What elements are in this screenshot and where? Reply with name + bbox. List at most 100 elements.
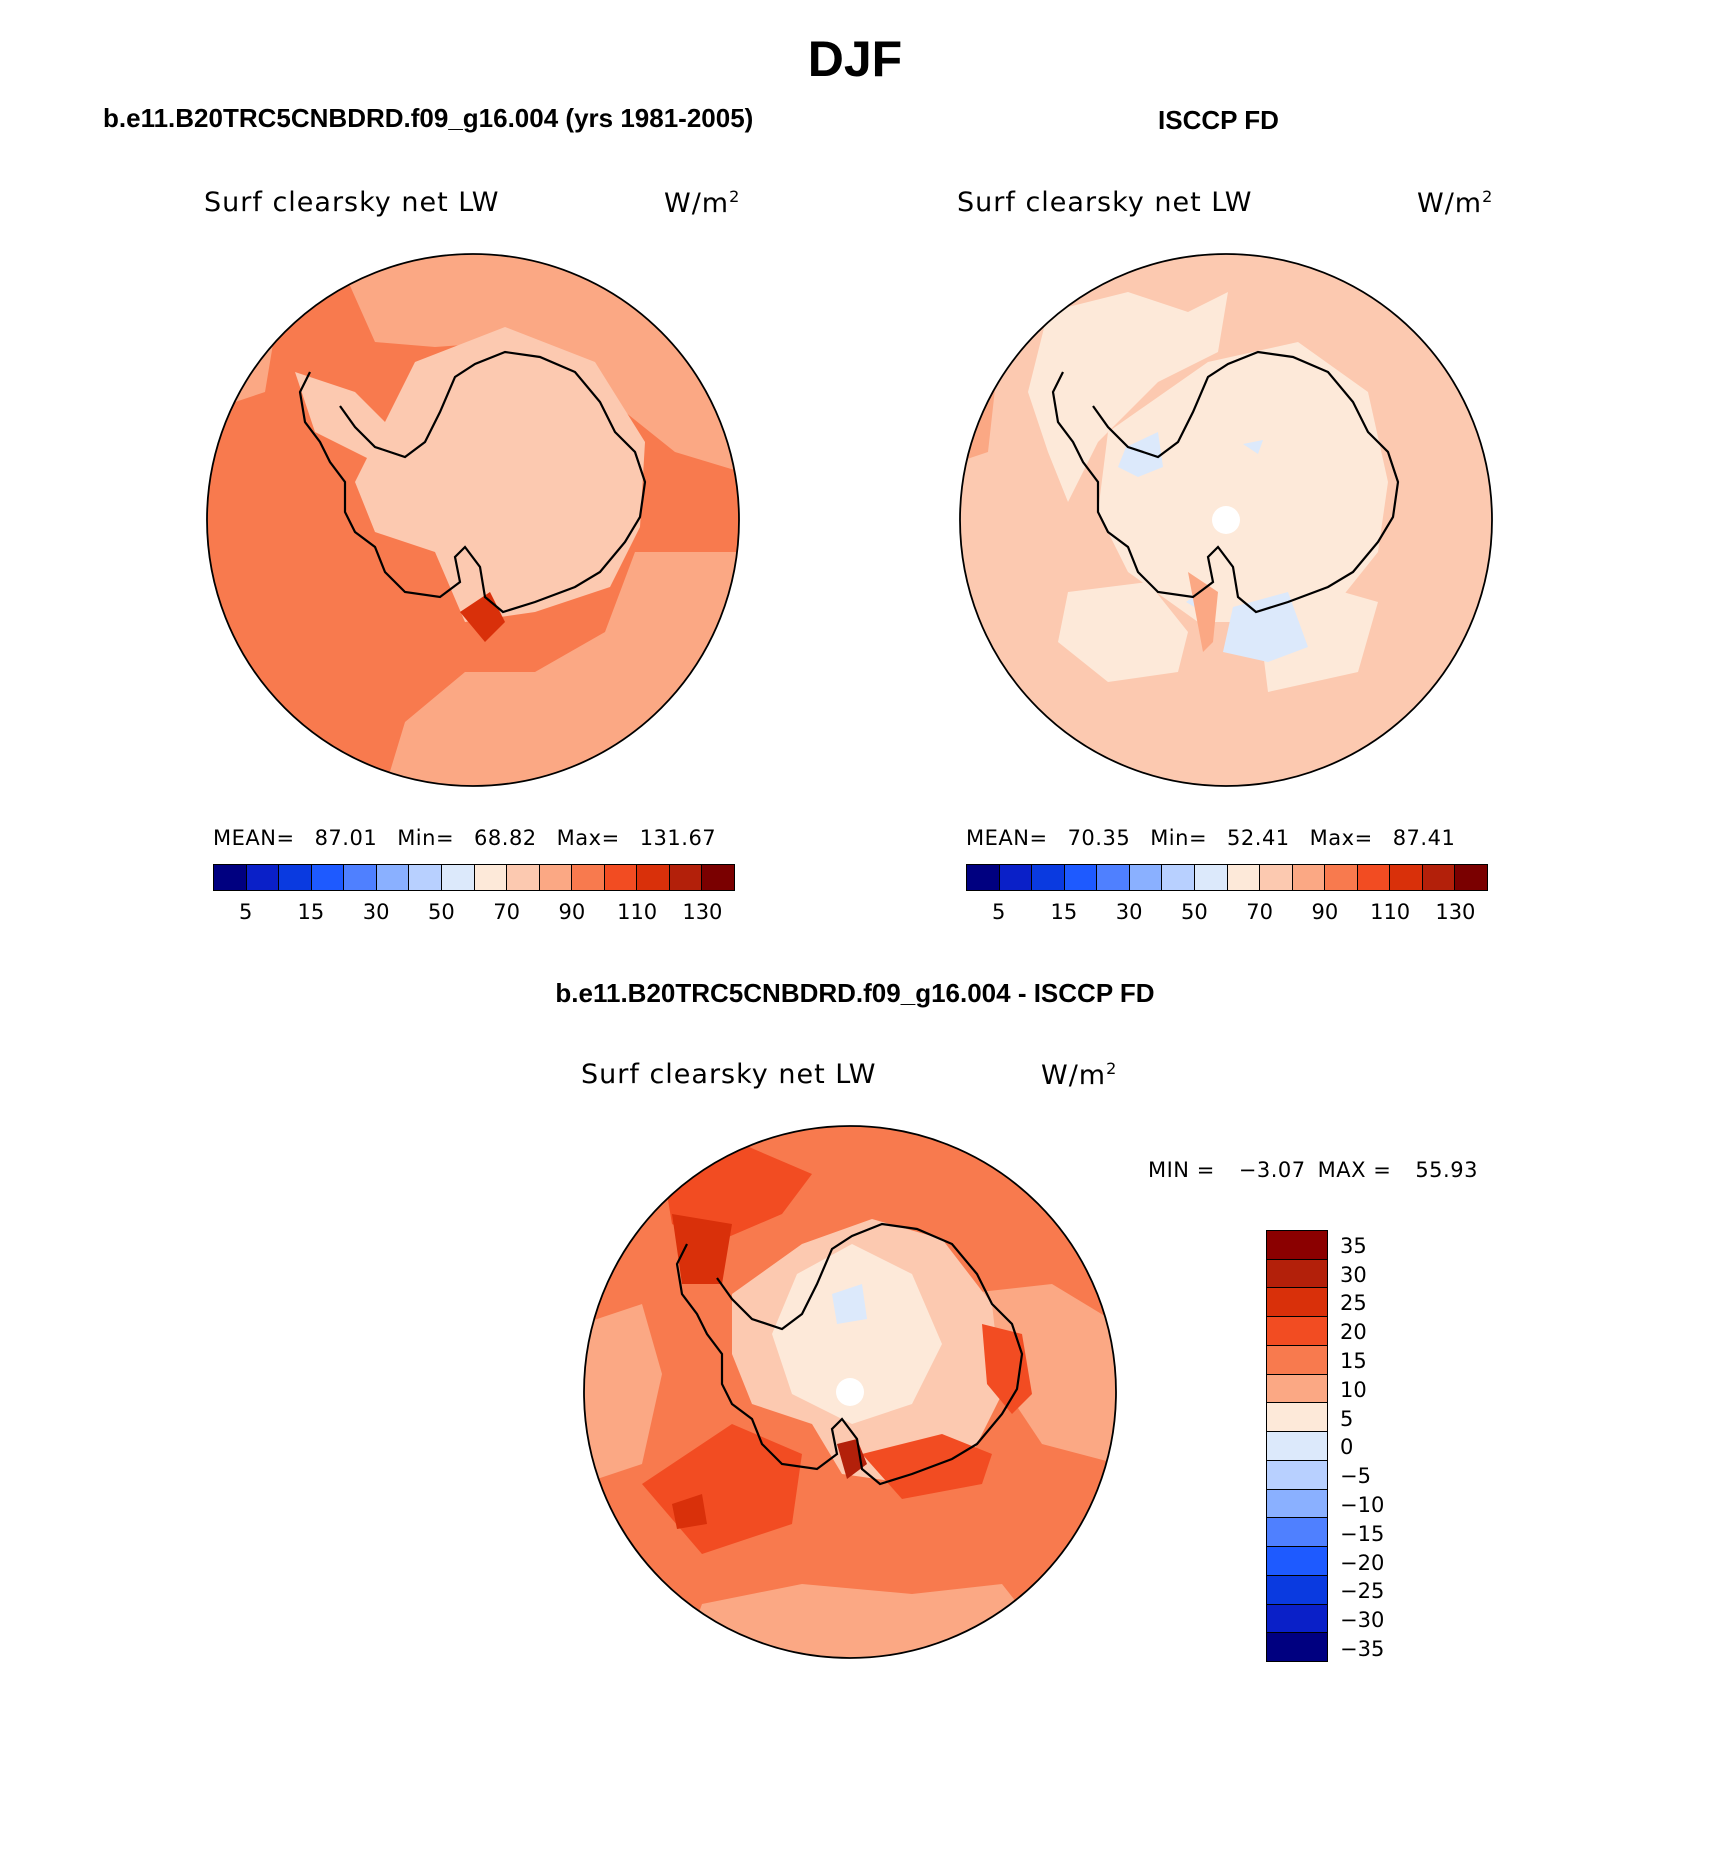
map-fill-region — [672, 1494, 707, 1529]
colorbar-cell — [214, 865, 247, 890]
diff-colorbar-ticks: 35 30 25 20 15 10 5 0 −5 −10 −15 −20 −25 −30 −35 — [1340, 1230, 1420, 1662]
map-fill-region — [832, 1284, 867, 1324]
model-variable-label: Surf clearsky net LW — [204, 187, 500, 218]
colorbar-cell — [1194, 865, 1228, 890]
obs-polar-map — [959, 253, 1493, 787]
colorbar-cell — [1267, 1489, 1327, 1519]
diff-variable-label: Surf clearsky net LW — [581, 1059, 877, 1090]
colorbar-cell — [1357, 865, 1391, 890]
diff-polar-map — [583, 1125, 1117, 1659]
map-fill-region — [1098, 342, 1388, 622]
colorbar-cell — [246, 865, 280, 890]
diff-colorbar — [1266, 1230, 1328, 1662]
antarctica-coastline — [675, 1222, 1024, 1486]
colorbar-cell — [1097, 865, 1130, 890]
colorbar-tick-label: −30 — [1340, 1608, 1385, 1633]
colorbar-tick-label: 35 — [1340, 1233, 1367, 1258]
colorbar-tick-label: 90 — [558, 900, 586, 924]
colorbar-cell — [1267, 1403, 1327, 1433]
colorbar-cell — [1267, 1547, 1327, 1576]
obs-colorbar — [966, 864, 1488, 891]
colorbar-tick-label: 30 — [1340, 1262, 1367, 1287]
obs-stats: MEAN= 70.35 Min= 52.41 Max= 87.41 — [966, 826, 1456, 850]
colorbar-tick-label: 5 — [238, 900, 253, 924]
colorbar-cell — [279, 865, 312, 890]
obs-colorbar-ticks: 5 15 30 50 70 90 110 130 — [966, 900, 1488, 926]
model-colorbar — [213, 864, 735, 891]
colorbar-cell — [702, 865, 734, 890]
colorbar-tick-label: 10 — [1340, 1377, 1367, 1402]
colorbar-cell — [1267, 1460, 1327, 1490]
colorbar-cell — [1267, 1259, 1327, 1289]
colorbar-cell — [344, 865, 377, 890]
colorbar-cell — [1267, 1604, 1327, 1634]
colorbar-tick-label: 50 — [428, 900, 455, 924]
colorbar-tick-label: 110 — [617, 900, 658, 924]
colorbar-tick-label: 30 — [1115, 900, 1143, 924]
map-fill-region — [1188, 572, 1218, 652]
colorbar-tick-label: 130 — [682, 900, 723, 924]
colorbar-tick-label: 15 — [297, 900, 325, 924]
colorbar-cell — [1032, 865, 1065, 890]
colorbar-cell — [1267, 1633, 1327, 1662]
map-fill-region — [1223, 592, 1308, 662]
colorbar-cell — [1267, 1518, 1327, 1548]
colorbar-cell — [474, 865, 508, 890]
colorbar-cell — [967, 865, 1000, 890]
colorbar-cell — [507, 865, 540, 890]
colorbar-cell — [1162, 865, 1195, 890]
colorbar-cell — [441, 865, 475, 890]
diff-panel-title: b.e11.B20TRC5CNBDRD.f09_g16.004 - ISCCP … — [555, 978, 1155, 1008]
colorbar-tick-label: 70 — [1246, 900, 1273, 924]
map-fill-region — [1118, 432, 1163, 477]
colorbar-cell — [1422, 865, 1456, 890]
diff-min-max: MIN = −3.07 MAX = 55.93 — [1148, 1158, 1478, 1182]
colorbar-tick-label: 0 — [1340, 1435, 1354, 1460]
colorbar-tick-label: 15 — [1340, 1349, 1367, 1374]
colorbar-tick-label: 15 — [1050, 900, 1078, 924]
colorbar-cell — [409, 865, 442, 890]
colorbar-cell — [1390, 865, 1423, 890]
colorbar-tick-label: −10 — [1340, 1493, 1385, 1518]
colorbar-cell — [1267, 1432, 1327, 1461]
obs-panel-title: ISCCP FD — [1158, 105, 1279, 135]
colorbar-cell — [1267, 1231, 1327, 1260]
obs-units-label: W/m2 — [1417, 187, 1494, 219]
model-units-label: W/m2 — [664, 187, 741, 219]
colorbar-cell — [669, 865, 703, 890]
map-fill-region — [862, 1434, 992, 1499]
colorbar-tick-label: 25 — [1340, 1291, 1367, 1316]
colorbar-tick-label: 5 — [1340, 1406, 1354, 1431]
page-title: DJF — [807, 31, 903, 87]
colorbar-cell — [572, 865, 605, 890]
colorbar-tick-label: 90 — [1311, 900, 1339, 924]
colorbar-cell — [1455, 865, 1487, 890]
colorbar-tick-label: 70 — [493, 900, 520, 924]
diff-units-label: W/m2 — [1041, 1059, 1118, 1091]
model-panel-title: b.e11.B20TRC5CNBDRD.f09_g16.004 (yrs 198… — [103, 103, 754, 133]
colorbar-cell — [1267, 1345, 1327, 1375]
map-fill-region — [1243, 440, 1263, 454]
antarctica-coastline — [1051, 350, 1400, 614]
colorbar-tick-label: −5 — [1340, 1464, 1371, 1489]
colorbar-cell — [1292, 865, 1326, 890]
antarctica-coastline — [298, 350, 647, 614]
colorbar-cell — [1267, 1575, 1327, 1605]
obs-variable-label: Surf clearsky net LW — [957, 187, 1253, 218]
model-stats: MEAN= 87.01 Min= 68.82 Max= 131.67 — [213, 826, 717, 850]
map-fill-region — [355, 327, 645, 622]
colorbar-cell — [376, 865, 410, 890]
model-colorbar-ticks: 5 15 30 50 70 90 110 130 — [213, 900, 735, 926]
map-fill-region — [584, 1304, 662, 1484]
colorbar-cell — [1267, 1317, 1327, 1346]
colorbar-cell — [604, 865, 638, 890]
colorbar-cell — [1260, 865, 1293, 890]
pole-mask — [836, 1378, 864, 1406]
colorbar-tick-label: 50 — [1181, 900, 1208, 924]
model-polar-map — [206, 253, 740, 787]
colorbar-cell — [637, 865, 670, 890]
colorbar-tick-label: 5 — [991, 900, 1006, 924]
pole-mask — [1212, 506, 1240, 534]
colorbar-tick-label: 130 — [1435, 900, 1476, 924]
colorbar-tick-label: −35 — [1340, 1637, 1385, 1662]
